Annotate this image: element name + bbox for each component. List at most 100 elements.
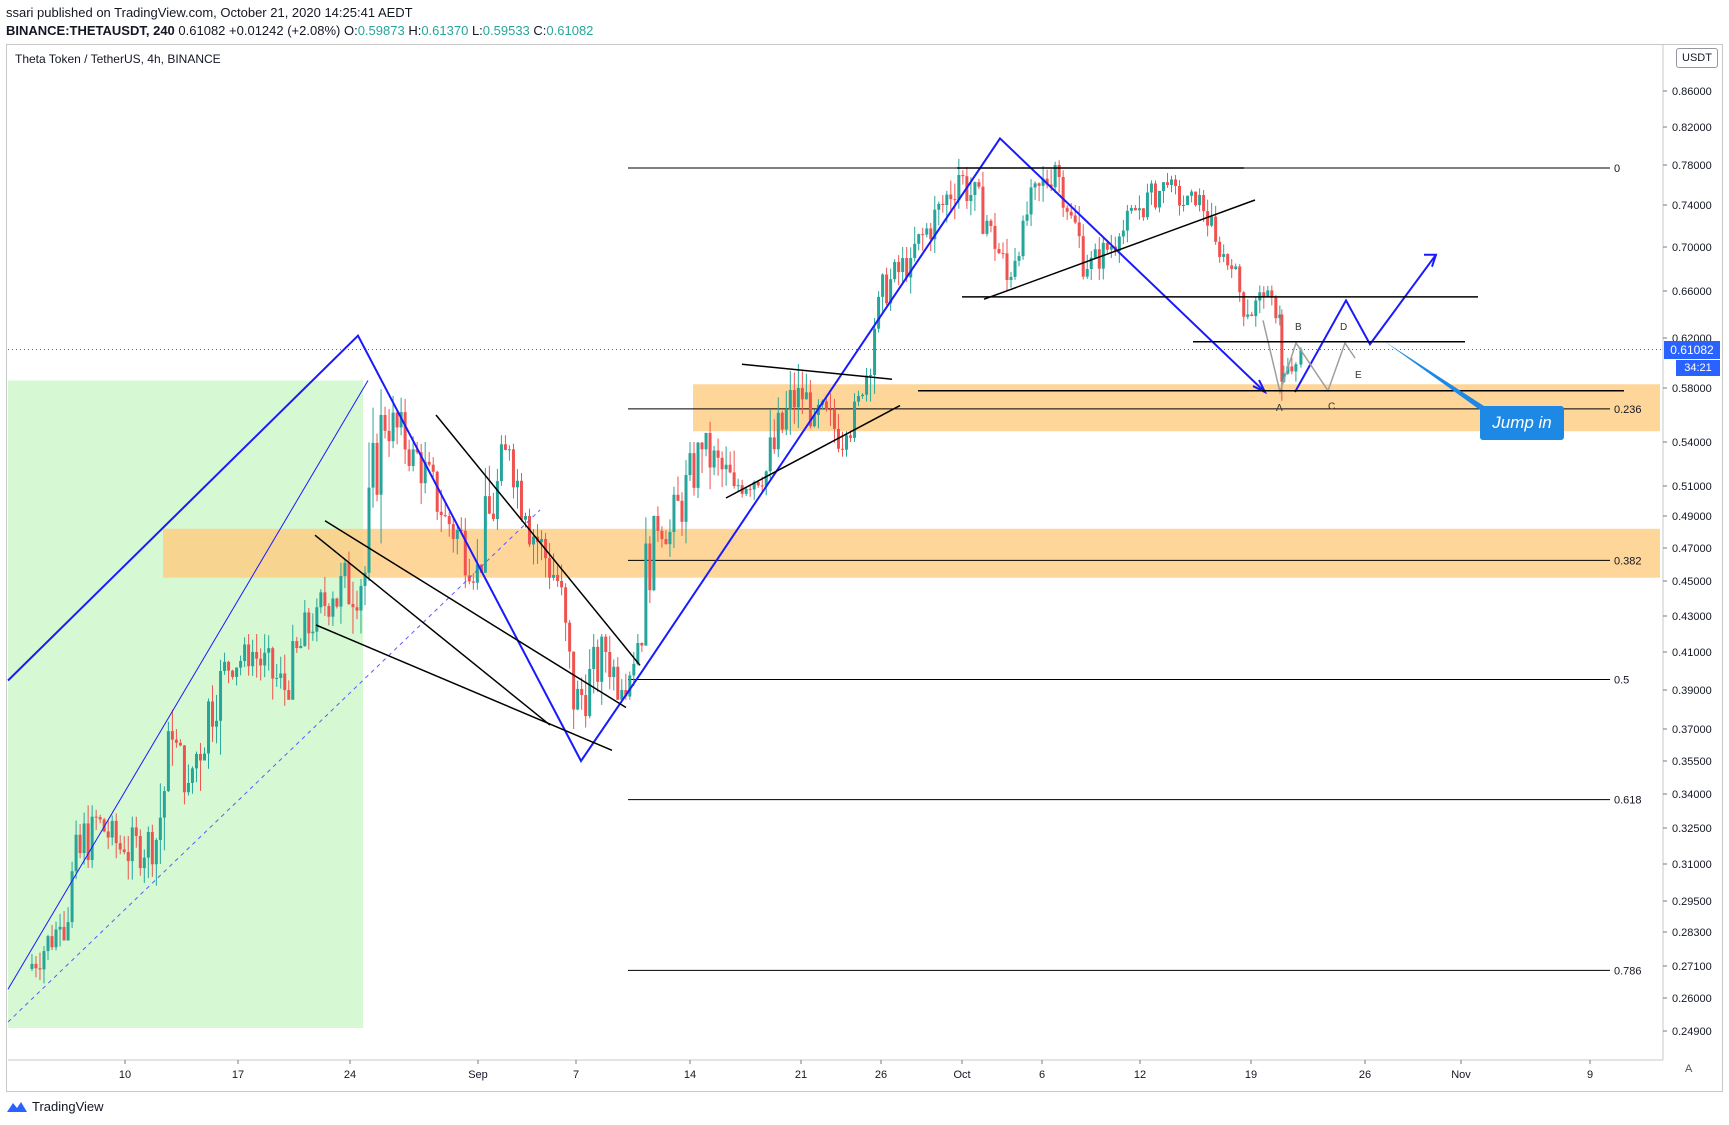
candle-body [969, 194, 973, 202]
candle-body [893, 261, 897, 280]
candle-body [1157, 190, 1161, 208]
candle-body [58, 926, 62, 930]
candle-body [764, 471, 768, 487]
x-tick-label-8: Oct [953, 1069, 970, 1081]
y-tick-label-8: 0.54000 [1672, 437, 1712, 449]
tradingview-logo-icon [7, 1101, 27, 1112]
candle-body [86, 823, 90, 861]
candle-body [1153, 183, 1157, 208]
candle-body [42, 951, 46, 970]
support-zone-0382 [163, 528, 1660, 578]
y-tick-label-5: 0.66000 [1672, 286, 1712, 298]
auto-scale-button[interactable]: A [1685, 1063, 1693, 1075]
x-tick-label-7: 26 [875, 1069, 887, 1081]
candle-body [215, 720, 219, 727]
candle-body [211, 701, 215, 727]
candle-body [323, 592, 327, 607]
candle-body [548, 558, 552, 578]
candle-body [792, 390, 796, 408]
candle-body [684, 475, 688, 522]
fib-label-1: 0.236 [1614, 404, 1642, 416]
candle-body [98, 817, 102, 820]
trend-line-2 [324, 520, 627, 709]
fib-label-2: 0.382 [1614, 555, 1642, 567]
candle-body [889, 279, 893, 304]
candle-body [672, 494, 676, 532]
candle-body [632, 663, 636, 676]
candle-body [612, 666, 616, 678]
candle-body [1206, 211, 1210, 226]
y-tick-label-13: 0.43000 [1672, 611, 1712, 623]
candle-body [198, 753, 202, 761]
y-tick-label-7: 0.58000 [1672, 383, 1712, 395]
candle-body [375, 442, 379, 495]
x-tick-label-11: 19 [1245, 1069, 1257, 1081]
candle-body [94, 816, 98, 818]
y-tick-label-4: 0.70000 [1672, 242, 1712, 254]
candle-body [1254, 300, 1258, 317]
callout-note[interactable]: Jump in [1480, 406, 1564, 440]
candle-body [1250, 314, 1254, 317]
candle-body [772, 437, 776, 450]
fib-label-5: 0.786 [1614, 965, 1642, 977]
candle-body [560, 581, 564, 588]
price-change: +0.01242 (+2.08%) [229, 23, 341, 38]
y-tick-label-0: 0.86000 [1672, 86, 1712, 98]
candle-body [812, 415, 816, 427]
candle-body [118, 843, 122, 850]
y-tick-label-1: 0.82000 [1672, 122, 1712, 134]
candle-body [315, 607, 319, 632]
candle-body [359, 585, 363, 611]
candle-body [756, 481, 760, 486]
footer-brand: TradingView [32, 1099, 104, 1114]
candle-body [503, 444, 507, 450]
candle-body [861, 394, 865, 397]
open-label: O: [343, 23, 358, 38]
candle-body [271, 648, 275, 679]
candle-body [174, 739, 178, 743]
candle-body [411, 449, 415, 466]
x-tick-label-12: 26 [1359, 1069, 1371, 1081]
candle-body [142, 857, 146, 869]
candle-body [427, 461, 431, 465]
candle-body [720, 457, 724, 470]
candle-body [696, 442, 700, 488]
trend-line-4 [741, 363, 893, 380]
candle-body [776, 412, 780, 450]
footer: TradingView [6, 1099, 104, 1114]
candle-body [1133, 207, 1137, 211]
candle-body [1182, 205, 1186, 206]
candle-body [1222, 254, 1226, 257]
candle-body [130, 827, 134, 862]
currency-unit-button[interactable]: USDT [1676, 48, 1718, 68]
candle-body [219, 671, 223, 721]
y-tick-label-19: 0.32500 [1672, 823, 1712, 835]
candle-body [423, 461, 427, 484]
chart-frame[interactable] [6, 44, 1723, 1092]
fib-label-0: 0 [1614, 163, 1620, 175]
candle-body [379, 415, 383, 495]
candle-body [182, 745, 186, 793]
candle-body [796, 388, 800, 408]
high-label: H: [408, 23, 422, 38]
candle-body [491, 513, 495, 520]
candle-body [343, 562, 347, 576]
candle-body [688, 453, 692, 476]
candle-body [251, 652, 255, 667]
candle-body [1025, 214, 1029, 221]
candle-body [383, 415, 387, 431]
candle-body [202, 753, 206, 761]
candle-body [1057, 165, 1061, 178]
candle-body [223, 661, 227, 671]
candle-body [166, 731, 170, 792]
candle-body [154, 840, 158, 865]
candle-body [439, 511, 443, 516]
candle-body [471, 581, 475, 583]
candle-body [564, 587, 568, 623]
candle-body [239, 661, 243, 668]
candle-body [708, 432, 712, 468]
y-tick-label-9: 0.51000 [1672, 481, 1712, 493]
candle-body [243, 644, 247, 662]
candle-body [1274, 297, 1278, 319]
